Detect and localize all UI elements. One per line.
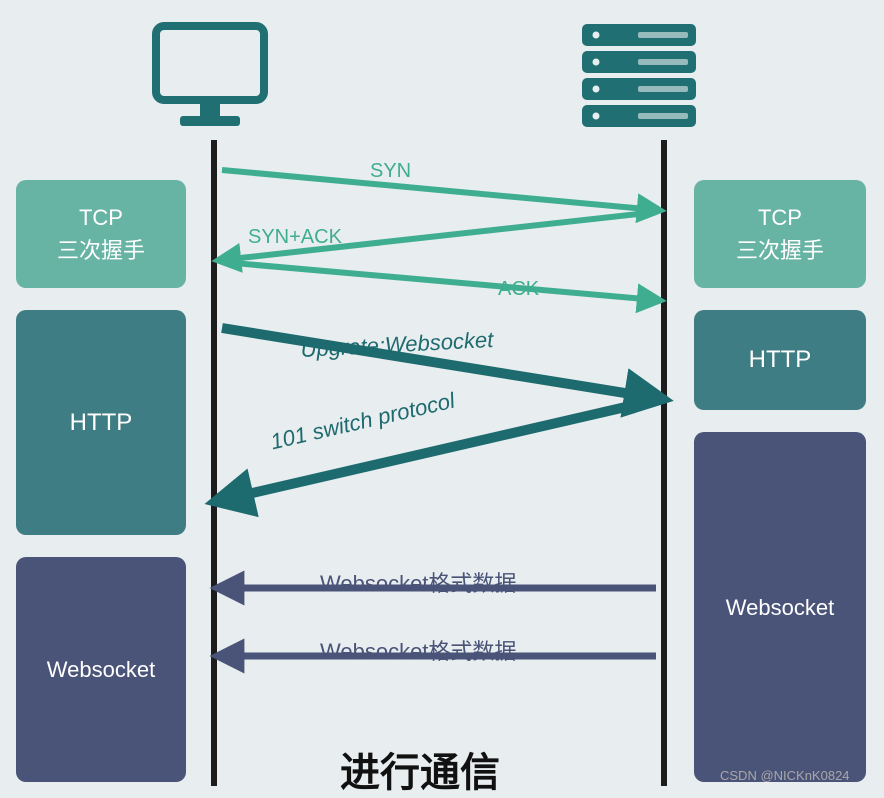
right-box-ws: Websocket (694, 432, 866, 782)
arrow-syn (222, 170, 656, 210)
left-box-ws-label1: Websocket (47, 653, 155, 686)
server-stack-icon (578, 20, 700, 132)
watermark-text: CSDN @NICKnK0824 (720, 768, 850, 783)
arrow-label-wsdata2: Websocket格式数据 (320, 634, 516, 666)
left-box-tcp-label1: TCP (57, 201, 145, 234)
arrow-label-wsdata1: Websocket格式数据 (320, 566, 516, 598)
right-box-tcp-label2: 三次握手 (736, 234, 824, 267)
right-box-tcp-label1: TCP (736, 201, 824, 234)
right-box-http: HTTP (694, 310, 866, 410)
arrow-label-synack: SYN+ACK (248, 226, 342, 249)
left-box-ws: Websocket (16, 557, 186, 782)
arrow-label-ack: ACK (498, 278, 539, 301)
left-box-tcp: TCP 三次握手 (16, 180, 186, 288)
right-box-tcp: TCP 三次握手 (694, 180, 866, 288)
left-box-http-label1: HTTP (70, 405, 133, 441)
client-monitor-icon (150, 20, 270, 130)
right-box-ws-label1: Websocket (726, 591, 834, 624)
arrow-ack (222, 262, 656, 300)
arrow-label-syn: SYN (370, 160, 411, 183)
left-box-tcp-label2: 三次握手 (57, 234, 145, 267)
left-box-http: HTTP (16, 310, 186, 535)
right-box-http-label1: HTTP (749, 342, 812, 378)
footer-title: 进行通信 (340, 740, 500, 798)
